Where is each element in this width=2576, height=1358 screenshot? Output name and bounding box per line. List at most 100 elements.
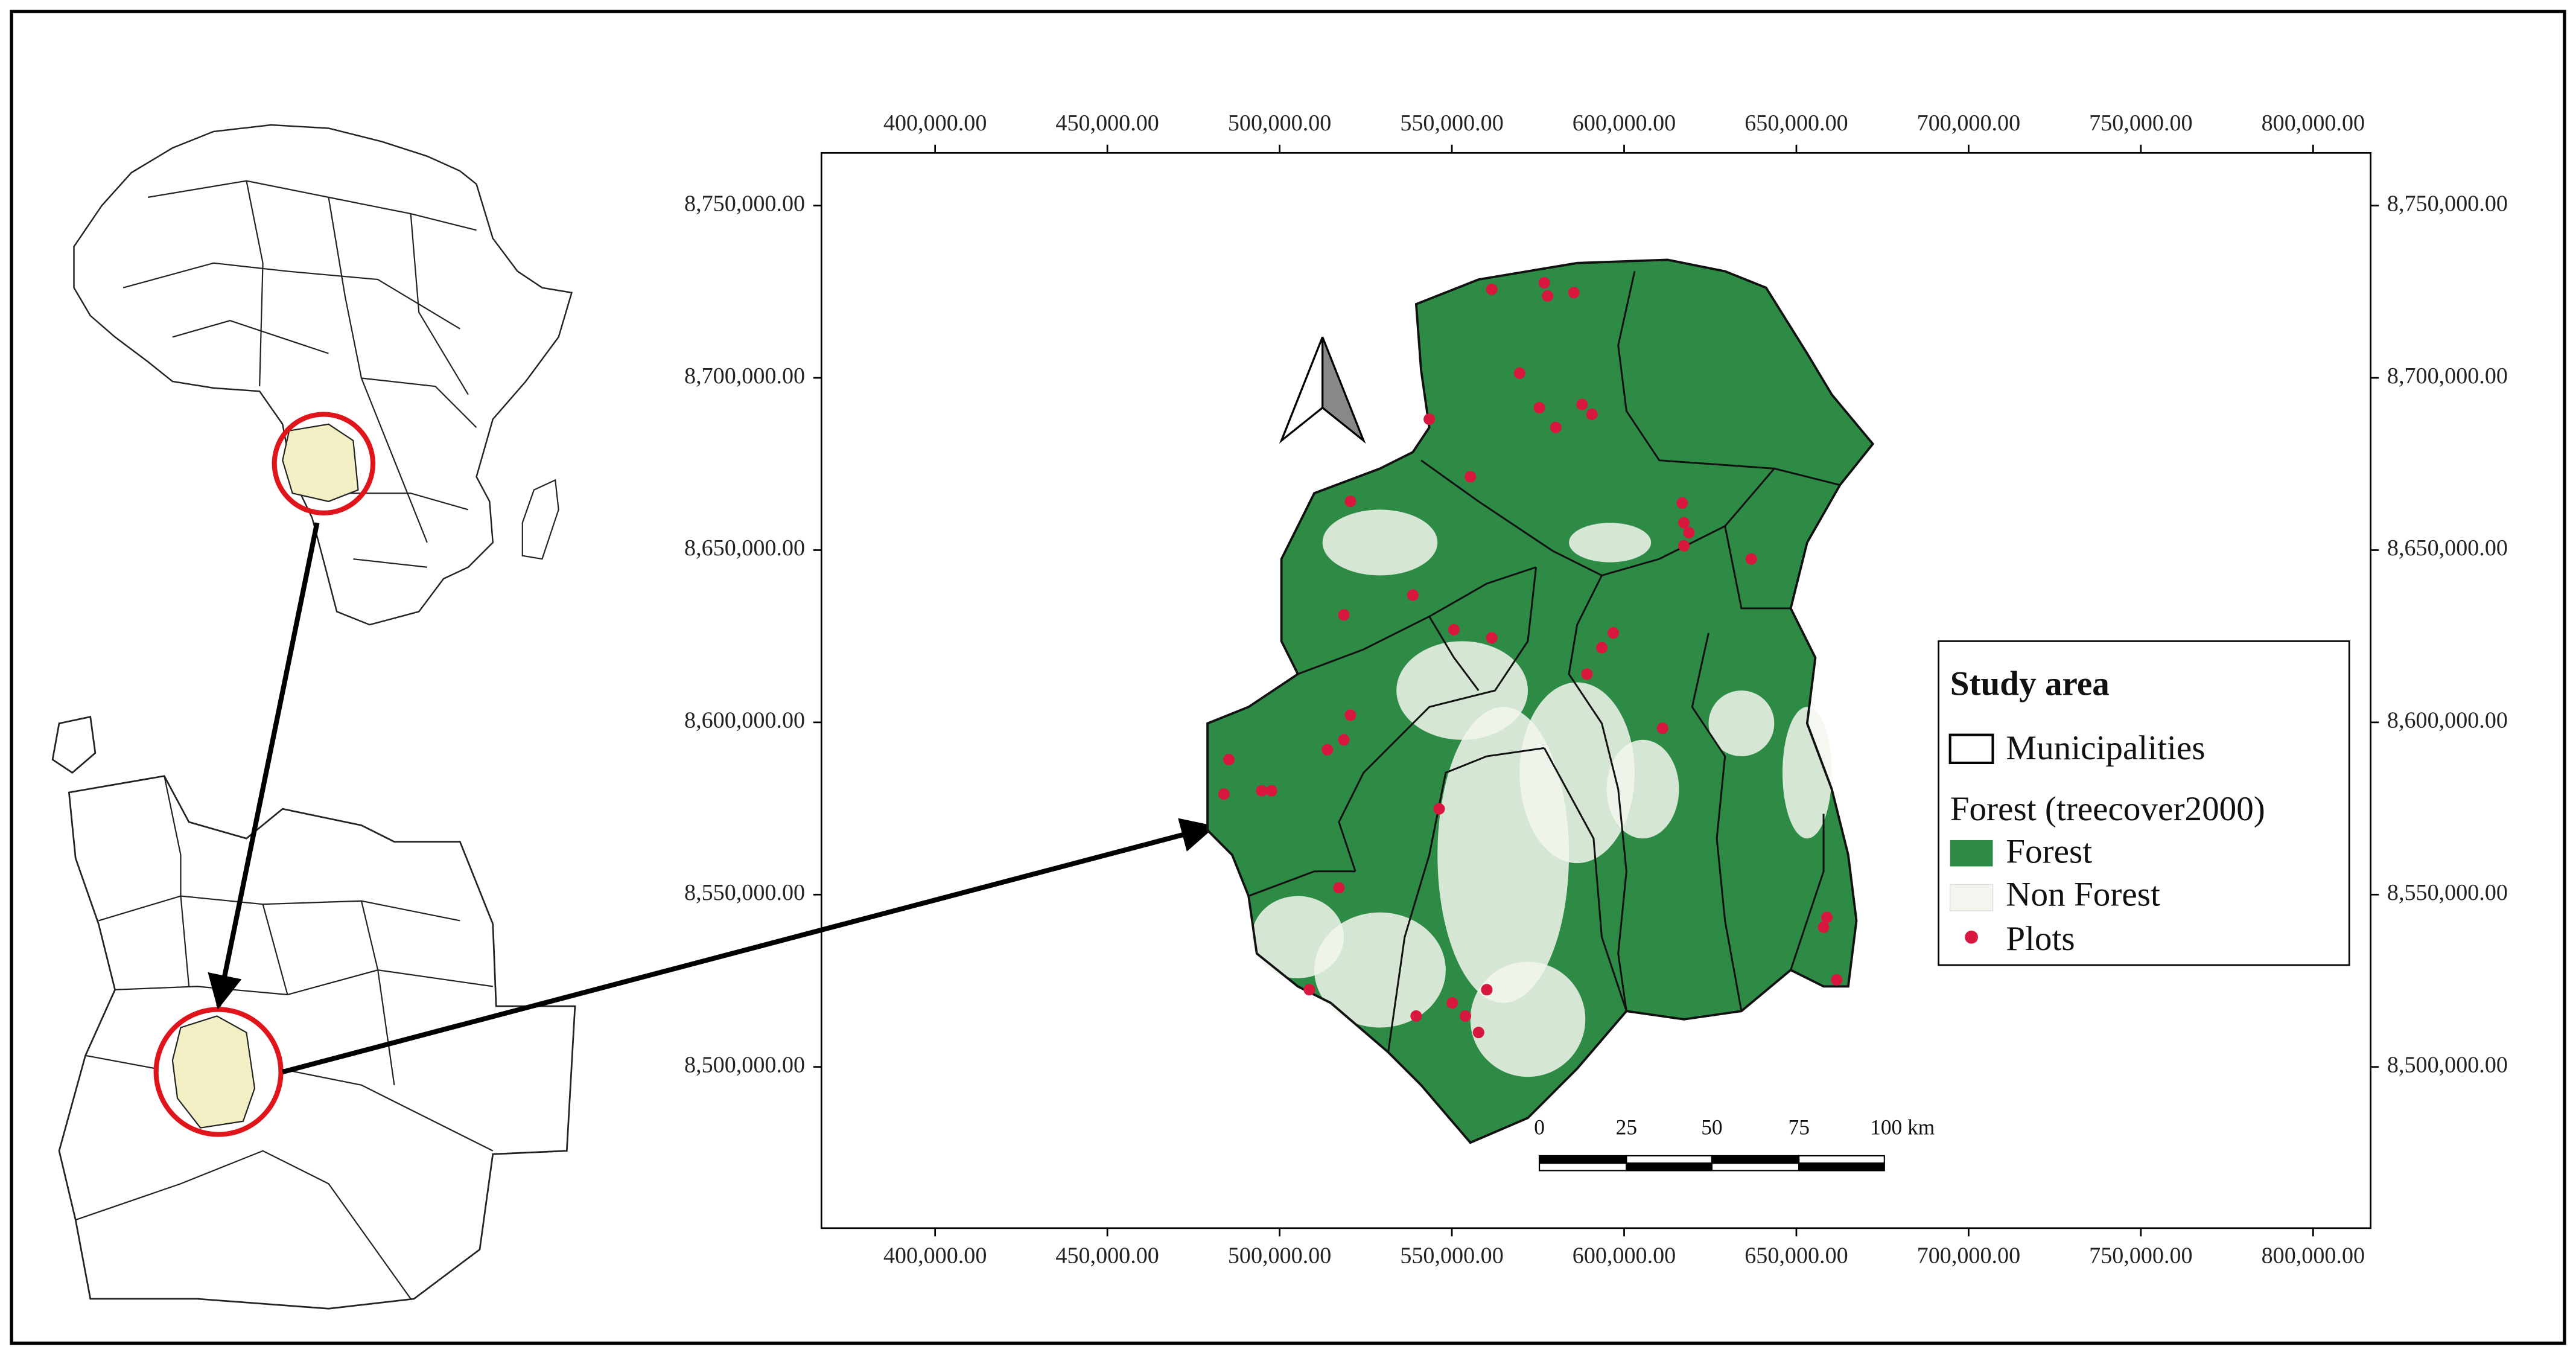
legend-swatch [1965, 930, 1978, 944]
non-forest-patch [1708, 690, 1775, 757]
y-tick-label: 8,550,000.00 [684, 880, 805, 905]
scale-bar-segment [1711, 1162, 1800, 1172]
madagascar [521, 479, 559, 560]
x-tick-label: 600,000.00 [1573, 110, 1676, 136]
plot-point [1410, 1010, 1422, 1022]
plot-point [1321, 744, 1334, 756]
plot-point [1586, 408, 1598, 420]
plot-point [1581, 668, 1593, 680]
scale-bar-label: 100 km [1870, 1115, 1935, 1140]
arrow [282, 818, 1216, 1074]
country-border [172, 320, 329, 354]
y-tick-label: 8,500,000.00 [684, 1052, 805, 1077]
non-forest-patch [1322, 509, 1438, 576]
plot-point [1218, 788, 1230, 800]
plot-point [1818, 921, 1830, 933]
non-forest-patch [1314, 912, 1446, 1028]
legend-label: Municipalities [2006, 729, 2205, 767]
plot-point [1446, 997, 1458, 1009]
municipality-border [1428, 616, 1480, 691]
y-tick-label: 8,550,000.00 [2387, 880, 2508, 905]
province-border [85, 1054, 156, 1070]
plot-point [1831, 974, 1843, 986]
africa-outline [73, 124, 573, 626]
y-tick-label: 8,600,000.00 [684, 708, 805, 733]
municipality-border [1338, 567, 1538, 872]
plot-point [1683, 527, 1695, 539]
plot-point [1576, 398, 1588, 410]
x-tick-label: 700,000.00 [1917, 1243, 2020, 1269]
highlight-circle [272, 412, 376, 515]
arrow [208, 522, 320, 1010]
plot-point [1486, 283, 1498, 295]
plot-point [1533, 402, 1545, 414]
cabinda [51, 716, 97, 774]
legend-subtitle: Forest (treecover2000) [1950, 790, 2265, 828]
x-tick-label: 500,000.00 [1228, 1243, 1331, 1269]
province-border [262, 904, 288, 995]
non-forest-patch [1569, 523, 1652, 563]
legend-swatch [1950, 884, 1994, 911]
angola-highlight [282, 423, 359, 502]
y-tick-label: 8,750,000.00 [684, 191, 805, 216]
scale-bar-segment [1711, 1155, 1800, 1164]
x-tick-label: 800,000.00 [2262, 1243, 2365, 1269]
legend-label: Non Forest [2006, 875, 2160, 913]
x-tick-label: 550,000.00 [1400, 1243, 1503, 1269]
scale-bar-segment [1798, 1162, 1885, 1172]
scale-bar-segment [1626, 1155, 1713, 1164]
y-tick-label: 8,650,000.00 [2387, 535, 2508, 561]
x-tick-label: 750,000.00 [2089, 1243, 2192, 1269]
country-border [122, 262, 460, 330]
plot-point [1656, 722, 1668, 735]
scale-bar-segment [1538, 1162, 1627, 1172]
scale-bar-segment [1798, 1155, 1885, 1164]
plot-point [1407, 589, 1419, 601]
non-forest-patch [1782, 707, 1832, 839]
plot-point [1465, 471, 1477, 483]
scale-bar-segment [1626, 1162, 1713, 1172]
plot-point [1542, 290, 1554, 302]
plot-point [1333, 882, 1345, 894]
legend-swatch [1950, 840, 1993, 867]
non-forest-patch [1519, 682, 1635, 864]
plot-point [1608, 627, 1620, 639]
scale-bar-label: 50 [1701, 1115, 1722, 1140]
plot-point [1256, 785, 1268, 797]
legend-label: Forest [2006, 833, 2092, 871]
plot-point [1338, 609, 1350, 621]
x-tick-label: 550,000.00 [1400, 110, 1503, 136]
country-border [410, 214, 469, 395]
x-tick-label: 650,000.00 [1744, 1243, 1848, 1269]
plot-point [1433, 803, 1445, 815]
plot-point [1338, 734, 1350, 746]
plot-point [1423, 413, 1436, 426]
plot-point [1223, 753, 1235, 766]
study-area-highlight [171, 1015, 256, 1129]
non-forest-patch [1470, 961, 1586, 1077]
x-tick-label: 650,000.00 [1744, 110, 1848, 136]
plot-point [1678, 517, 1690, 529]
y-tick-label: 8,700,000.00 [684, 363, 805, 389]
plot-point [1595, 642, 1608, 654]
y-tick-label: 8,500,000.00 [2387, 1052, 2508, 1077]
province-border [164, 776, 182, 896]
plot-point [1550, 421, 1562, 433]
municipality-border [1691, 633, 1743, 1012]
municipality-border [1617, 271, 1775, 470]
municipality-border [1724, 526, 1791, 610]
x-tick-label: 400,000.00 [883, 110, 987, 136]
x-tick-label: 400,000.00 [883, 1243, 987, 1269]
municipality-border [1248, 870, 1356, 897]
country-border [361, 377, 477, 429]
plot-point [1568, 287, 1580, 299]
x-tick-label: 450,000.00 [1055, 1243, 1159, 1269]
x-tick-label: 500,000.00 [1228, 110, 1331, 136]
plot-point [1303, 984, 1315, 996]
country-border [246, 180, 264, 387]
plot-point [1265, 785, 1277, 797]
province-border [279, 1068, 494, 1152]
scale-bar-label: 25 [1616, 1115, 1637, 1140]
